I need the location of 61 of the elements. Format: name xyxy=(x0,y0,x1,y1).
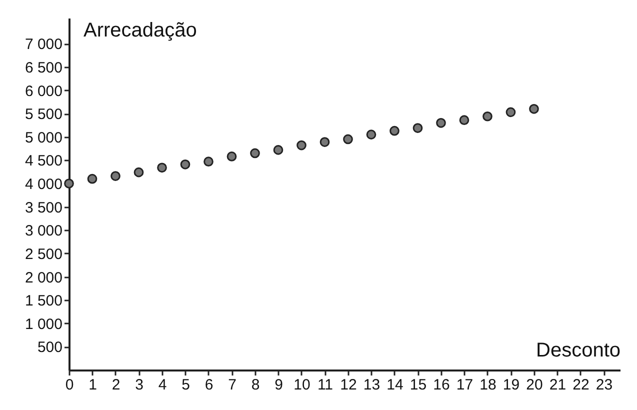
x-tick-label: 16 xyxy=(433,376,450,394)
point xyxy=(250,148,260,158)
x-tick-label: 18 xyxy=(480,376,496,394)
x-tick-label: 20 xyxy=(526,376,543,394)
point xyxy=(436,118,446,128)
x-tick-label: 19 xyxy=(502,376,520,394)
y-tick-label: 5 000 xyxy=(24,129,62,146)
point xyxy=(412,123,423,133)
point xyxy=(320,137,330,147)
x-tick-label: 14 xyxy=(386,376,404,394)
x-tick-label: 11 xyxy=(317,376,334,394)
point xyxy=(134,167,144,178)
x-tick-label: 10 xyxy=(294,376,310,394)
point xyxy=(390,126,400,136)
y-tick-label: 3 500 xyxy=(24,199,62,216)
point xyxy=(482,111,492,122)
x-tick-label: 4 xyxy=(158,376,167,394)
x-tick-label: 12 xyxy=(340,376,357,394)
point xyxy=(506,107,516,118)
x-tick-label: 2 xyxy=(112,376,120,394)
y-tick-label: 2 500 xyxy=(24,246,62,263)
point xyxy=(529,104,539,114)
point xyxy=(157,162,167,173)
point xyxy=(296,140,306,150)
y-tick-label: 6 000 xyxy=(24,82,62,100)
y-tick-label: 2 000 xyxy=(24,269,62,286)
point xyxy=(273,145,284,155)
point xyxy=(180,159,190,170)
y-tick-label: 5 500 xyxy=(24,106,62,124)
point xyxy=(226,152,237,162)
x-tick-label: 3 xyxy=(135,376,144,394)
y-tick-label: 3 000 xyxy=(24,222,62,240)
x-tick-label: 17 xyxy=(456,376,474,394)
point xyxy=(64,178,74,188)
x-tick-label: 0 xyxy=(65,376,74,394)
y-tick-label: 4 500 xyxy=(24,152,62,170)
x-tick-label: 15 xyxy=(410,376,427,394)
point xyxy=(459,115,470,126)
x-tick-label: 22 xyxy=(572,376,590,394)
x-tick-label: 5 xyxy=(182,376,190,394)
point xyxy=(110,171,120,181)
x-tick-label: 1 xyxy=(88,376,97,394)
point xyxy=(366,130,376,140)
point xyxy=(204,156,214,167)
y-tick-label: 1 000 xyxy=(24,316,62,333)
y-tick-label: 6 500 xyxy=(24,59,62,76)
y-tick-label: 500 xyxy=(37,339,62,356)
y-axis-title: Arrecadação xyxy=(84,20,197,42)
y-tick-label: 1 500 xyxy=(24,292,62,310)
x-tick-label: 8 xyxy=(251,376,260,394)
y-tick-label: 4 000 xyxy=(24,176,62,194)
x-axis-title: Desconto xyxy=(536,340,620,362)
y-tick-label: 7 000 xyxy=(24,36,62,54)
x-tick-label: 7 xyxy=(228,376,236,394)
x-tick-label: 6 xyxy=(204,376,214,394)
x-tick-label: 9 xyxy=(274,376,283,394)
point xyxy=(87,174,98,184)
x-tick-label: 23 xyxy=(596,376,613,394)
x-tick-label: 21 xyxy=(549,376,566,394)
point xyxy=(343,134,353,144)
x-tick-label: 13 xyxy=(363,376,380,394)
